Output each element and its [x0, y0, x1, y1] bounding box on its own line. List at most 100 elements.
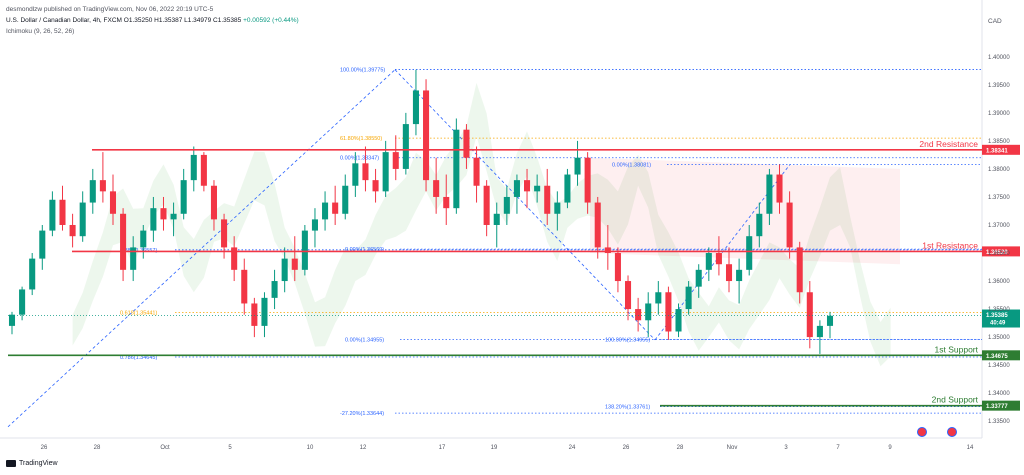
candle-body	[69, 224, 76, 237]
candle-body	[534, 185, 541, 192]
candle-body	[786, 202, 793, 248]
y-tick-label: 1.40000	[988, 55, 1010, 61]
candle-body	[99, 180, 106, 192]
candle-body	[362, 163, 369, 181]
candle-body	[635, 309, 642, 321]
us-flag-icon	[947, 427, 957, 437]
chart-grid	[0, 0, 983, 439]
publisher-line: desmondlzw published on TradingView.com,…	[6, 6, 214, 13]
candle-body	[322, 202, 329, 220]
price-axis[interactable]: 1.40000 1.39500 1.39000 1.38500 1.38000 1.375…	[988, 55, 1010, 425]
y-tick-label: 1.38500	[988, 139, 1010, 145]
candle-body	[412, 90, 419, 125]
y-tick-label: 1.35500	[988, 307, 1010, 313]
x-tick-label: Nov	[727, 445, 738, 451]
fib-label: 0.00%(1.38081)	[612, 162, 651, 168]
fib-label: 0.786(1.34645)	[120, 355, 157, 361]
candle-body	[473, 157, 480, 186]
candle-body	[715, 253, 722, 265]
candle-body	[493, 213, 500, 225]
candle-body	[453, 129, 460, 209]
candle-body	[725, 264, 733, 282]
x-tick-label: 24	[569, 445, 576, 451]
ichimoku-cloud-bearish	[590, 157, 900, 265]
ohlc-values: O1.35250 H1.35387 L1.34979 C1.35385	[123, 17, 242, 24]
x-tick-label: 26	[41, 445, 48, 451]
fib-label: 100.00%(1.39775)	[340, 67, 385, 73]
fib-label: -27.20%(1.33644)	[340, 411, 384, 417]
y-tick-label: 1.39500	[988, 83, 1010, 89]
level-name: 1st Support	[935, 344, 979, 354]
candle-body	[8, 314, 16, 326]
indicator-legend[interactable]: Ichimoku (9, 26, 52, 26)	[6, 28, 75, 35]
candle-body	[766, 174, 773, 214]
candle-body	[89, 180, 96, 203]
candle-body	[140, 230, 147, 248]
currency-label: CAD	[988, 18, 1002, 25]
candle-body	[29, 258, 36, 290]
candle-body	[130, 247, 137, 270]
candle-body	[483, 185, 490, 225]
time-axis[interactable]: 26 28 Oct 5 10 12 17 19 24 26 28 Nov 3 7 9 14	[41, 427, 974, 452]
tradingview-logo: TradingView	[6, 460, 58, 467]
candle-body	[120, 213, 127, 270]
fib-label: 0.618(1.35441)	[120, 310, 157, 316]
candle-body	[645, 303, 652, 321]
symbol-name[interactable]: U.S. Dollar / Canadian Dollar, 4h, FXCM	[6, 17, 122, 24]
level-name: 1st Resistance	[922, 240, 978, 250]
candle-body	[281, 258, 288, 282]
brand-name: TradingView	[19, 460, 58, 467]
candle-body	[554, 202, 561, 214]
candle-body	[109, 191, 117, 214]
x-tick-label: 26	[623, 445, 630, 451]
fib-label: 138.20%(1.33761)	[605, 405, 650, 411]
candle-body	[210, 185, 218, 220]
candle-body	[342, 185, 349, 214]
level-price-box	[982, 400, 1020, 411]
level-price-label: 1.34675	[986, 354, 1008, 360]
candle-body	[160, 208, 167, 220]
x-tick-label: 9	[888, 445, 892, 451]
candle-body	[221, 219, 228, 248]
price-change: +0.00592 (+0.44%)	[243, 17, 299, 24]
candle-body	[524, 180, 531, 192]
candle-body	[776, 174, 783, 203]
candle-body	[584, 157, 591, 203]
sr-levels: 2nd Resistance 1.38341 1st Resistance 1.365…	[8, 139, 1020, 411]
x-tick-label: 10	[307, 445, 314, 451]
level-price-box	[982, 246, 1020, 257]
candle-body	[756, 213, 763, 237]
candle-body	[231, 247, 238, 270]
candle-body	[604, 247, 611, 254]
candle-body	[564, 174, 571, 203]
candle-body	[655, 292, 662, 304]
level-price-label: 1.38341	[986, 148, 1008, 154]
candle-body	[513, 180, 520, 197]
current-price-box	[982, 309, 1020, 328]
x-tick-label: 19	[491, 445, 498, 451]
candles	[8, 69, 834, 354]
candle-body	[291, 258, 298, 270]
candle-body	[736, 269, 743, 282]
candle-body	[746, 236, 753, 270]
y-tick-label: 1.36000	[988, 279, 1010, 285]
candle-body	[685, 286, 692, 310]
level-price-box	[982, 144, 1020, 155]
candle-body	[49, 199, 56, 231]
candle-body	[503, 196, 510, 214]
y-tick-label: 1.37500	[988, 195, 1010, 201]
current-price-label: 1.35385	[986, 313, 1008, 319]
candle-body	[705, 253, 712, 270]
fib-trendline	[394, 69, 656, 341]
us-flag-icon	[917, 427, 927, 437]
candle-body	[796, 247, 803, 293]
candle-body	[261, 297, 268, 326]
candle-body	[544, 185, 551, 214]
candle-body	[392, 152, 399, 169]
candle-body	[574, 157, 581, 175]
y-tick-label: 1.39000	[988, 111, 1010, 117]
candle-body	[251, 303, 258, 326]
candle-body	[624, 281, 632, 310]
x-tick-label: 7	[836, 445, 840, 451]
